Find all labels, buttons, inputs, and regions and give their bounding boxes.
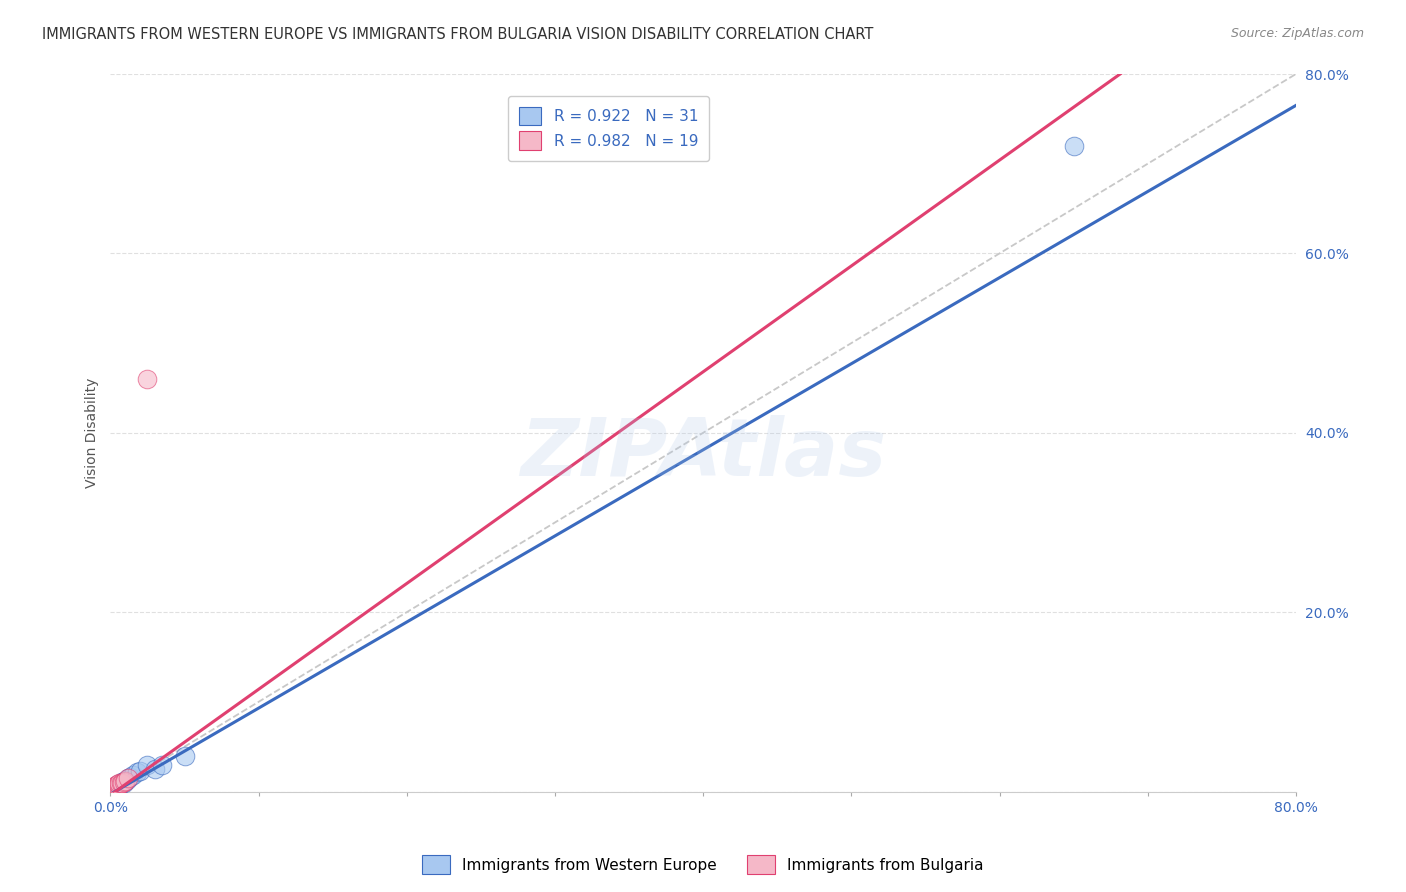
Point [105, 780, 128, 795]
Point [104, 781, 127, 796]
Legend: R = 0.922   N = 31, R = 0.982   N = 19: R = 0.922 N = 31, R = 0.982 N = 19 [508, 96, 709, 161]
Point [108, 777, 131, 791]
Point [111, 775, 134, 789]
Point [115, 772, 138, 787]
Text: IMMIGRANTS FROM WESTERN EUROPE VS IMMIGRANTS FROM BULGARIA VISION DISABILITY COR: IMMIGRANTS FROM WESTERN EUROPE VS IMMIGR… [42, 27, 873, 42]
Text: ZIPAtlas: ZIPAtlas [520, 416, 886, 493]
Point [101, 781, 124, 796]
Point [117, 771, 139, 785]
Point [103, 780, 125, 795]
Point [110, 777, 132, 791]
Point [101, 782, 124, 797]
Legend: Immigrants from Western Europe, Immigrants from Bulgaria: Immigrants from Western Europe, Immigran… [416, 849, 990, 880]
Point [103, 781, 125, 796]
Point [101, 782, 124, 797]
Point [104, 779, 127, 793]
Point [107, 778, 129, 792]
Point [107, 777, 129, 791]
Point [129, 764, 152, 778]
Point [136, 757, 159, 772]
Point [107, 780, 129, 794]
Point [107, 779, 129, 793]
Point [125, 764, 148, 779]
Point [112, 774, 135, 789]
Point [108, 778, 131, 792]
Point [114, 773, 136, 788]
Point [143, 762, 166, 776]
Point [104, 780, 127, 794]
Point [110, 776, 132, 790]
Point [103, 781, 125, 796]
Point [104, 780, 127, 795]
Point [108, 779, 131, 793]
Point [173, 748, 195, 763]
Point [111, 776, 134, 790]
Point [104, 780, 127, 795]
Point [114, 773, 136, 788]
Point [136, 372, 159, 386]
Point [105, 778, 128, 792]
Point [117, 771, 139, 785]
Point [103, 782, 125, 797]
Point [121, 768, 143, 782]
Point [105, 780, 128, 794]
Point [150, 757, 173, 772]
Point [111, 774, 134, 789]
Text: Source: ZipAtlas.com: Source: ZipAtlas.com [1230, 27, 1364, 40]
Point [112, 775, 135, 789]
Point [104, 780, 127, 794]
Point [105, 779, 128, 793]
Point [118, 770, 141, 784]
Point [110, 775, 132, 789]
Point [1063, 138, 1085, 153]
Point [112, 773, 135, 788]
Point [108, 776, 131, 790]
Y-axis label: Vision Disability: Vision Disability [86, 377, 100, 488]
Point [107, 777, 129, 791]
